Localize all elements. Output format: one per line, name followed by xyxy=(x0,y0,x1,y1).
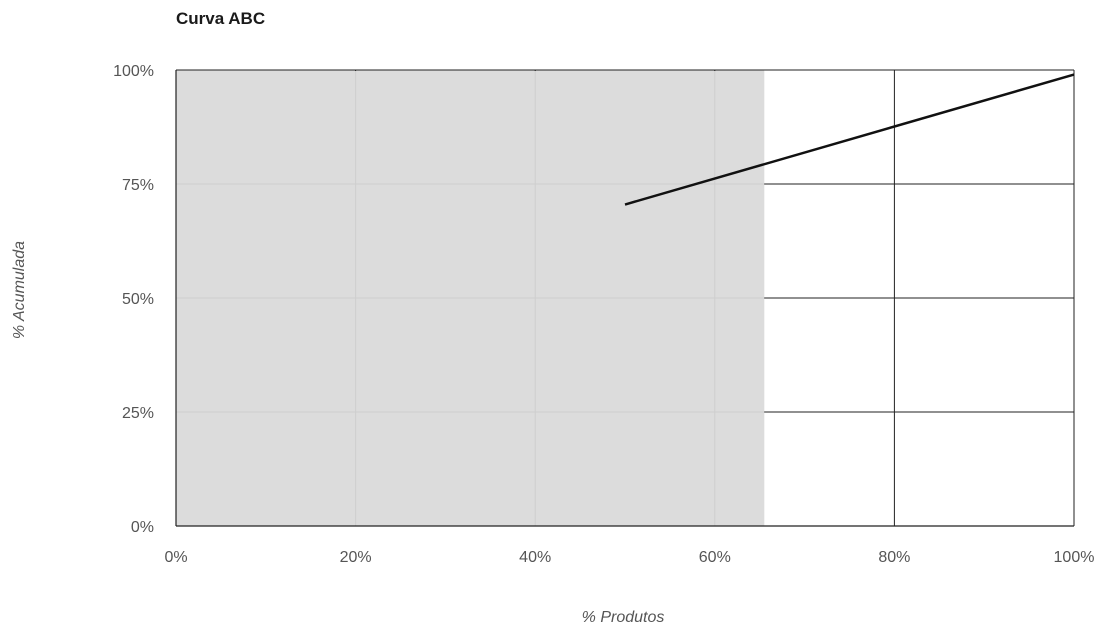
y-tick-label-2: 50% xyxy=(122,291,154,308)
shaded-region-overlay xyxy=(176,71,765,526)
series-line-0 xyxy=(624,73,1075,206)
y-tick-label-4: 100% xyxy=(113,63,154,80)
x-tick-label-1: 20% xyxy=(340,549,372,566)
x-tick-label-0: 0% xyxy=(164,549,187,566)
y-tick-label-0: 0% xyxy=(131,519,154,536)
x-tick-label-5: 100% xyxy=(1054,549,1095,566)
x-tick-label-3: 60% xyxy=(699,549,731,566)
x-tick-label-4: 80% xyxy=(878,549,910,566)
y-tick-label-1: 25% xyxy=(122,405,154,422)
chart-title: Curva ABC xyxy=(176,9,265,28)
y-axis-title: % Acumulada xyxy=(11,241,28,339)
y-tick-label-3: 75% xyxy=(122,177,154,194)
x-axis-title: % Produtos xyxy=(582,609,665,626)
x-tick-label-2: 40% xyxy=(519,549,551,566)
